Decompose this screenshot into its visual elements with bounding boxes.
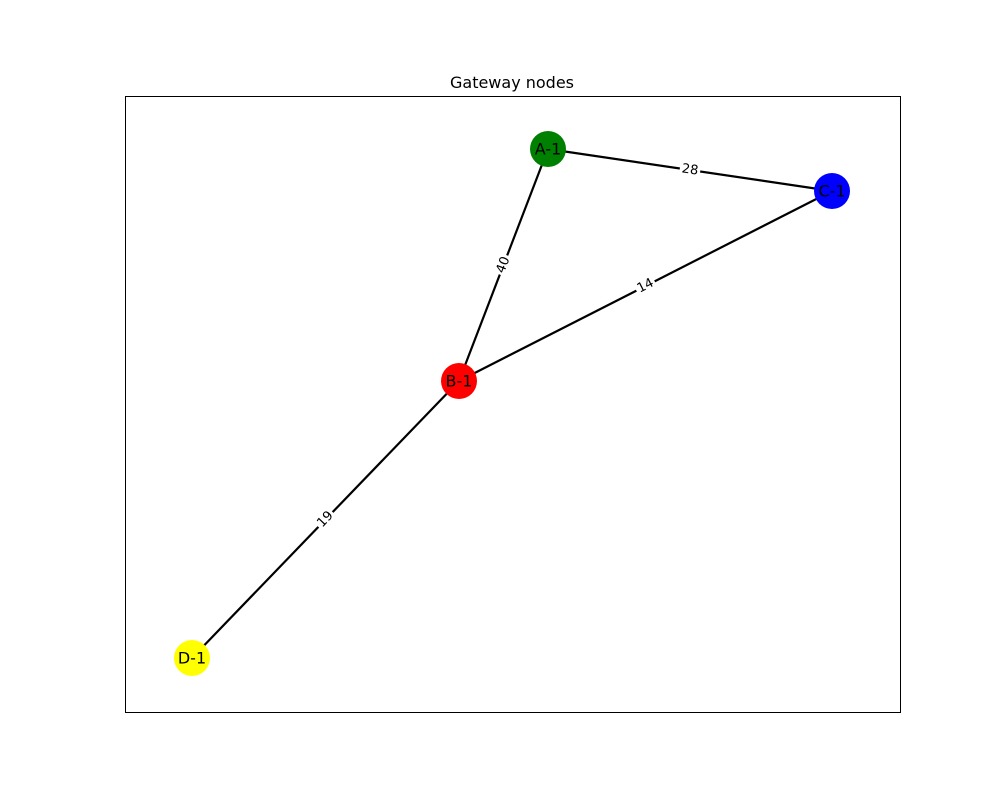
node-D-1: [174, 640, 210, 676]
edge-label-background: [678, 160, 702, 180]
nodes-layer: A-1 B-1 C-1 D-1: [174, 131, 850, 676]
edge-label-background: [312, 506, 339, 533]
node-label-C-1: C-1: [818, 182, 845, 201]
node-label-B-1: B-1: [446, 372, 473, 391]
edge-label-background: [632, 273, 659, 299]
edge-weight-text: 14: [635, 276, 657, 297]
edge-label-background: [491, 252, 516, 278]
node-B-1: [441, 363, 477, 399]
edge-label-A-1-C-1: 28: [678, 160, 702, 180]
edge-label-B-1-C-1: 14: [632, 273, 659, 299]
edge-labels-layer: 28 40 14 19: [312, 160, 702, 533]
node-C-1: [814, 173, 850, 209]
node-label-D-1: D-1: [178, 649, 206, 668]
edge-weight-text: 40: [494, 255, 514, 276]
plot-title: Gateway nodes: [450, 73, 574, 92]
plot-frame: [125, 96, 901, 713]
edge-weight-text: 28: [681, 161, 700, 178]
edge-label-B-1-D-1: 19: [312, 506, 339, 533]
edge-label-A-1-B-1: 40: [491, 252, 516, 278]
node-A-1: [530, 131, 566, 167]
node-label-A-1: A-1: [535, 140, 562, 159]
